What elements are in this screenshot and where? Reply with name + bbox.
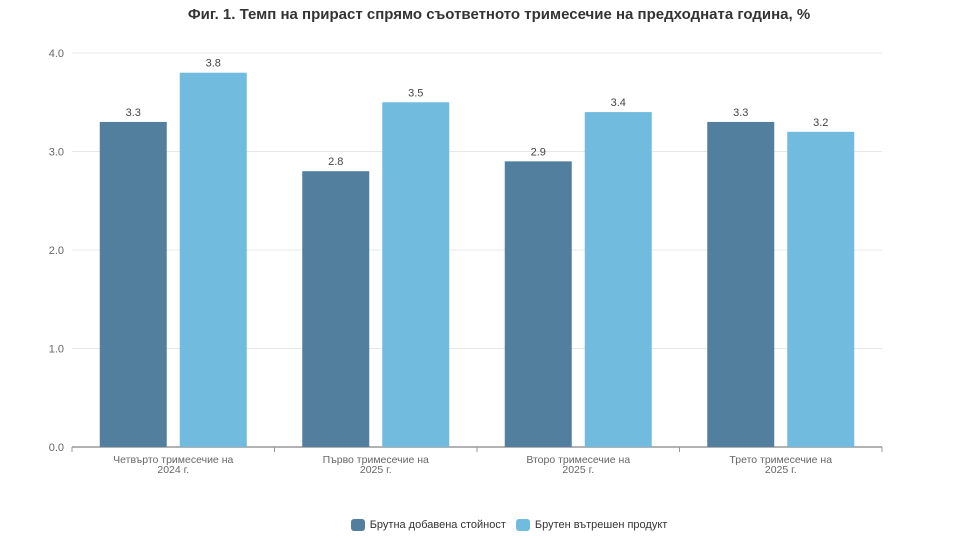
x-tick-label: 2025 г. bbox=[360, 464, 392, 476]
x-tick-label: 2024 г. bbox=[157, 464, 189, 476]
y-tick-label: 1.0 bbox=[49, 344, 64, 356]
legend-label: Брутна добавена стойност bbox=[369, 519, 506, 531]
legend-item-gdp[interactable]: Брутен вътрешен продукт bbox=[515, 519, 668, 531]
bar bbox=[179, 72, 247, 447]
y-tick-label: 0.0 bbox=[49, 442, 64, 454]
chart-title: Фиг. 1. Темп на прираст спрямо съответно… bbox=[187, 6, 811, 23]
data-label: 3.3 bbox=[733, 107, 748, 119]
y-tick-label: 2.0 bbox=[49, 245, 64, 257]
x-tick-label: Трето тримесечие на bbox=[729, 454, 832, 466]
data-label: 3.2 bbox=[813, 117, 828, 129]
data-label: 3.3 bbox=[126, 107, 141, 119]
y-tick-label: 3.0 bbox=[49, 147, 64, 159]
data-label: 2.9 bbox=[531, 146, 546, 158]
bar bbox=[302, 171, 370, 447]
x-tick-label: Второ тримесечие на bbox=[526, 454, 630, 466]
legend-label: Брутен вътрешен продукт bbox=[534, 519, 668, 531]
bar bbox=[787, 131, 855, 448]
legend: Брутна добавена стойност Брутен вътрешен… bbox=[0, 519, 958, 531]
bar bbox=[382, 102, 450, 447]
x-tick-label: 2025 г. bbox=[562, 464, 594, 476]
legend-swatch bbox=[515, 519, 530, 531]
bar bbox=[99, 121, 167, 447]
data-label: 3.4 bbox=[611, 97, 626, 109]
bar bbox=[707, 121, 775, 447]
data-label: 3.8 bbox=[206, 58, 221, 70]
bar bbox=[504, 161, 572, 447]
data-label: 3.5 bbox=[408, 87, 423, 99]
legend-item-gva[interactable]: Брутна добавена стойност bbox=[350, 519, 506, 531]
data-label: 2.8 bbox=[328, 156, 343, 168]
x-tick-label: Четвърто тримесечие на bbox=[113, 454, 233, 466]
bar bbox=[584, 112, 652, 447]
x-tick-label: Първо тримесечие на bbox=[323, 454, 429, 466]
y-tick-label: 4.0 bbox=[49, 48, 64, 60]
x-tick-label: 2025 г. bbox=[765, 464, 797, 476]
legend-swatch bbox=[350, 519, 365, 531]
